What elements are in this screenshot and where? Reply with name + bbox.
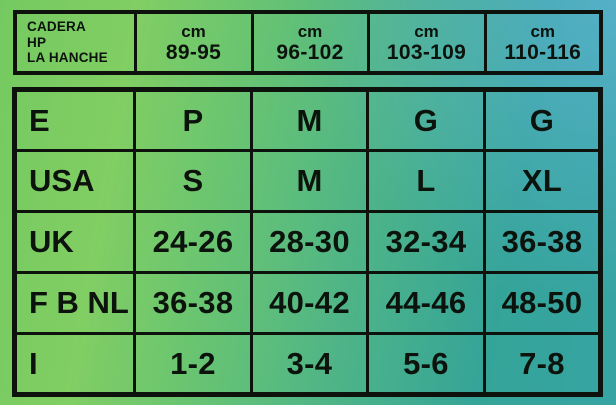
range-label: 110-116 xyxy=(504,40,582,64)
size-value-cell: 48-50 xyxy=(483,271,602,335)
row-label-cell: USA xyxy=(13,149,136,213)
size-value-cell: 7-8 xyxy=(483,332,602,396)
range-label: 96-102 xyxy=(276,40,344,64)
header-label-line: CADERA xyxy=(27,19,86,35)
size-value-cell: 36-38 xyxy=(483,210,602,274)
size-table-row: F B NL 36-38 40-42 44-46 48-50 xyxy=(13,271,602,335)
row-label-cell: I xyxy=(13,332,136,396)
size-table-row: E P M G G xyxy=(13,88,602,152)
size-value-cell: 40-42 xyxy=(250,271,369,335)
size-value-cell: G xyxy=(366,88,486,152)
header-row: CADERA HP LA HANCHE cm 89-95 cm 96-102 c… xyxy=(13,10,603,75)
unit-label: cm xyxy=(414,21,439,41)
size-value-cell: 3-4 xyxy=(250,332,369,396)
size-value-cell: 28-30 xyxy=(250,210,369,274)
size-value-cell: M xyxy=(250,88,369,152)
header-label-line: HP xyxy=(27,34,47,50)
size-value-cell: G xyxy=(483,88,602,152)
size-value-cell: P xyxy=(133,88,253,152)
size-value-cell: 1-2 xyxy=(133,332,253,396)
size-value-cell: 5-6 xyxy=(366,332,486,396)
size-conversion-table: E P M G G USA S M L XL UK 24-26 28-30 32… xyxy=(12,87,603,397)
unit-label: cm xyxy=(297,21,323,41)
header-label-cell: CADERA HP LA HANCHE xyxy=(13,10,137,75)
hip-measurement-header-table: CADERA HP LA HANCHE cm 89-95 cm 96-102 c… xyxy=(13,10,603,75)
size-value-cell: M xyxy=(250,149,369,213)
size-table-row: USA S M L XL xyxy=(13,149,602,213)
size-table-row: UK 24-26 28-30 32-34 36-38 xyxy=(13,210,602,274)
header-range-cell: cm 110-116 xyxy=(483,10,603,75)
range-label: 103-109 xyxy=(386,40,467,64)
size-value-cell: 36-38 xyxy=(133,271,253,335)
header-range-cell: cm 89-95 xyxy=(133,10,254,75)
size-table-row: I 1-2 3-4 5-6 7-8 xyxy=(13,332,602,396)
unit-label: cm xyxy=(530,21,556,41)
size-value-cell: L xyxy=(366,149,486,213)
header-range-cell: cm 96-102 xyxy=(250,10,370,75)
range-label: 89-95 xyxy=(165,40,222,64)
row-label-cell: UK xyxy=(13,210,136,274)
header-label-line: LA HANCHE xyxy=(27,50,108,66)
size-value-cell: 24-26 xyxy=(133,210,253,274)
size-value-cell: XL xyxy=(483,149,602,213)
header-range-cell: cm 103-109 xyxy=(366,10,487,75)
size-value-cell: S xyxy=(133,149,253,213)
unit-label: cm xyxy=(181,21,206,41)
size-value-cell: 32-34 xyxy=(366,210,486,274)
size-value-cell: 44-46 xyxy=(366,271,486,335)
row-label-cell: E xyxy=(13,88,136,152)
row-label-cell: F B NL xyxy=(13,271,136,335)
